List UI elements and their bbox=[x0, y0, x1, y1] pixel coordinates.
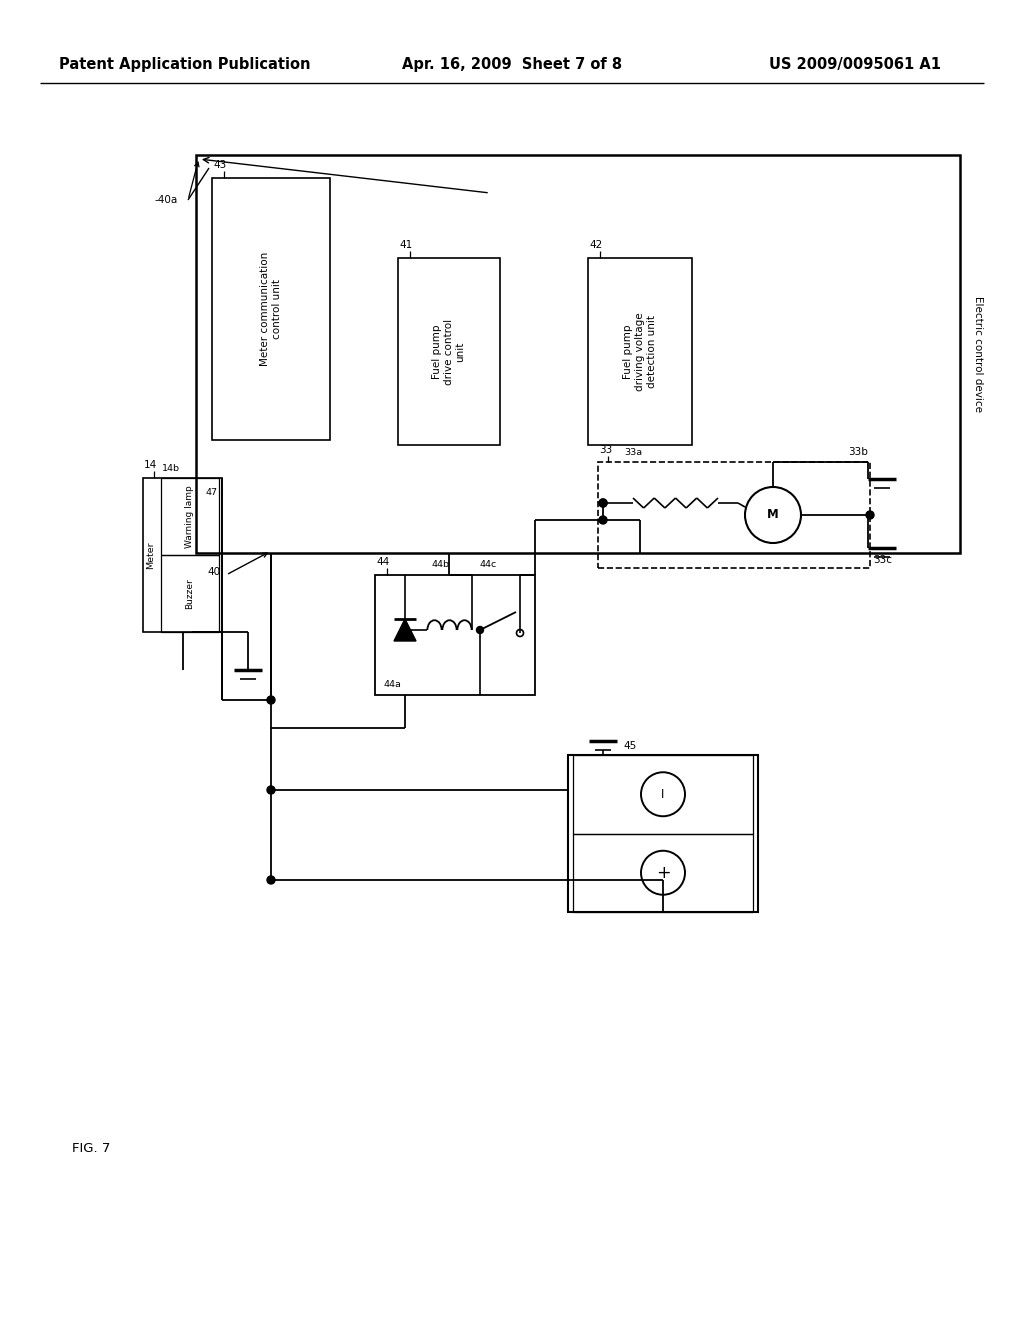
Text: 45: 45 bbox=[623, 741, 636, 751]
Text: 43: 43 bbox=[213, 160, 226, 170]
Text: FIG. 7: FIG. 7 bbox=[72, 1142, 111, 1155]
Circle shape bbox=[866, 511, 874, 519]
Bar bbox=[212, 178, 330, 440]
Text: I: I bbox=[662, 788, 665, 801]
Text: M: M bbox=[767, 508, 779, 521]
Text: 14b: 14b bbox=[162, 465, 180, 473]
Text: 44: 44 bbox=[376, 557, 389, 568]
Circle shape bbox=[599, 516, 607, 524]
Bar bbox=[161, 478, 219, 554]
Text: 33: 33 bbox=[599, 445, 612, 455]
Text: 44a: 44a bbox=[383, 680, 400, 689]
Text: Buzzer: Buzzer bbox=[185, 578, 195, 609]
Bar bbox=[568, 755, 758, 912]
Text: US 2009/0095061 A1: US 2009/0095061 A1 bbox=[769, 58, 941, 73]
Bar bbox=[196, 154, 961, 553]
Text: Fuel pump
drive control
unit: Fuel pump drive control unit bbox=[432, 318, 466, 384]
Circle shape bbox=[599, 499, 607, 507]
Polygon shape bbox=[394, 619, 416, 642]
Text: Warning lamp: Warning lamp bbox=[185, 486, 195, 548]
Bar bbox=[398, 257, 500, 445]
Text: 44c: 44c bbox=[480, 560, 498, 569]
Bar bbox=[161, 554, 219, 632]
Text: 47: 47 bbox=[206, 488, 218, 498]
Text: 14: 14 bbox=[144, 459, 158, 470]
Text: 33c: 33c bbox=[873, 554, 892, 565]
Bar bbox=[143, 478, 222, 632]
Text: 33a: 33a bbox=[624, 447, 642, 457]
Text: -40a: -40a bbox=[155, 195, 178, 205]
Text: Patent Application Publication: Patent Application Publication bbox=[59, 58, 310, 73]
Text: 40: 40 bbox=[208, 568, 221, 577]
Text: 44b: 44b bbox=[432, 560, 450, 569]
Circle shape bbox=[267, 696, 275, 704]
Circle shape bbox=[599, 499, 607, 507]
Bar bbox=[375, 576, 535, 696]
Text: Meter: Meter bbox=[146, 541, 156, 569]
Circle shape bbox=[267, 876, 275, 884]
Text: Electric control device: Electric control device bbox=[973, 296, 983, 412]
Text: +: + bbox=[655, 863, 671, 882]
Bar bbox=[573, 755, 753, 833]
Text: 41: 41 bbox=[399, 240, 413, 249]
Text: 33b: 33b bbox=[848, 447, 868, 457]
Circle shape bbox=[267, 785, 275, 795]
Circle shape bbox=[476, 627, 483, 634]
Bar bbox=[573, 833, 753, 912]
Bar bbox=[588, 257, 692, 445]
Bar bbox=[598, 462, 870, 568]
Text: Apr. 16, 2009  Sheet 7 of 8: Apr. 16, 2009 Sheet 7 of 8 bbox=[402, 58, 622, 73]
Text: Fuel pump
driving voltage
detection unit: Fuel pump driving voltage detection unit bbox=[624, 313, 656, 391]
Text: 42: 42 bbox=[589, 240, 602, 249]
Text: Meter communication
control unit: Meter communication control unit bbox=[260, 252, 282, 366]
